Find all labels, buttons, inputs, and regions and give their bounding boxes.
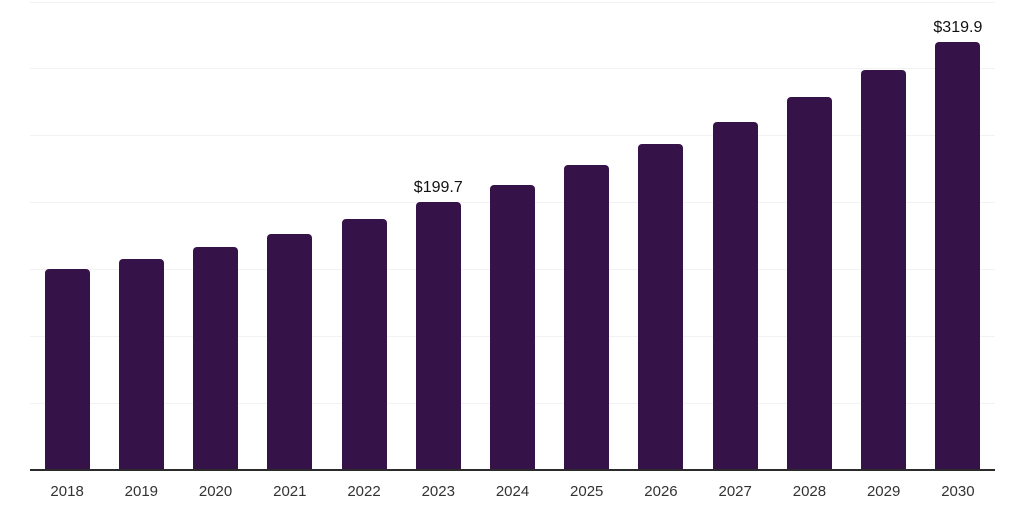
x-axis-tick-label-2028: 2028 xyxy=(792,483,827,500)
bar-2020[interactable] xyxy=(193,246,239,470)
bar-value-label-2030: $319.9 xyxy=(933,18,983,36)
bar-2029[interactable] xyxy=(861,70,907,470)
x-axis-tick-label-2022: 2022 xyxy=(347,483,381,500)
x-axis-tick-label-2027: 2027 xyxy=(718,483,752,500)
x-axis-tick-label-2030: 2030 xyxy=(941,483,975,500)
gridline-350 xyxy=(30,1,995,3)
x-axis-tick-label-2029: 2029 xyxy=(866,483,901,500)
bar-2026[interactable] xyxy=(638,143,684,470)
x-axis-tick-label-2024: 2024 xyxy=(495,483,530,500)
bar-2030[interactable] xyxy=(935,41,981,470)
x-axis-tick-label-2025: 2025 xyxy=(570,483,604,500)
bar-2022[interactable] xyxy=(341,219,387,470)
x-axis-tick-label-2021: 2021 xyxy=(273,483,307,500)
gridline-300 xyxy=(30,68,995,70)
bar-2024[interactable] xyxy=(490,184,535,470)
bar-2028[interactable] xyxy=(786,97,832,470)
x-axis-tick-label-2020: 2020 xyxy=(198,483,233,500)
bar-2021[interactable] xyxy=(267,233,313,470)
bar-2018[interactable] xyxy=(44,269,90,470)
x-axis-tick-label-2018: 2018 xyxy=(50,483,84,500)
x-axis-tick-label-2026: 2026 xyxy=(644,483,678,500)
x-axis-tick-label-2023: 2023 xyxy=(421,483,455,500)
x-axis-tick-label-2019: 2019 xyxy=(124,483,159,500)
bar-value-label-2023: $199.7 xyxy=(413,179,463,197)
bar-2027[interactable] xyxy=(712,121,758,470)
x-axis-line xyxy=(30,468,995,471)
bar-2019[interactable] xyxy=(118,259,164,470)
bar-2023[interactable] xyxy=(415,202,461,470)
bar-2025[interactable] xyxy=(564,165,610,470)
gridline-250 xyxy=(30,135,995,137)
